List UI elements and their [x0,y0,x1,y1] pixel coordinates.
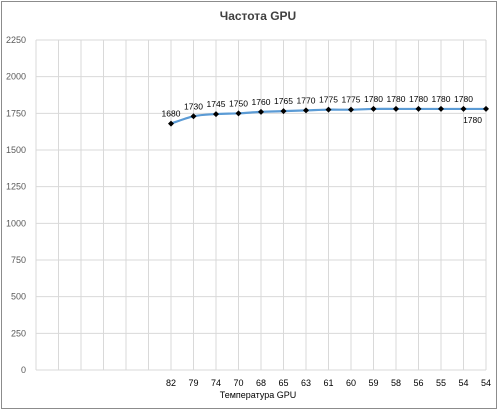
data-point [483,105,489,112]
y-tick-label: 2250 [6,35,26,45]
x-tick-label: 82 [166,378,176,388]
data-label: 1770 [297,95,316,105]
x-axis-label: Температура GPU [220,390,297,400]
y-tick-label: 1500 [6,145,26,155]
data-label: 1780 [387,94,406,104]
x-tick-label: 79 [188,378,198,388]
data-label: 1730 [184,101,203,111]
series-line [168,105,489,127]
y-tick-label: 2000 [6,72,26,82]
x-tick-label: 61 [323,378,333,388]
y-tick-label: 250 [11,328,26,338]
data-label: 1745 [207,99,226,109]
x-tick-label: 54 [458,378,468,388]
y-tick-label: 1000 [6,218,26,228]
data-label: 1680 [162,109,181,119]
data-point [415,105,422,112]
data-label: 1750 [229,98,248,108]
data-point [235,110,242,117]
data-label: 1775 [342,95,361,105]
data-point [190,113,197,120]
data-point [213,111,219,118]
x-tick-label: 56 [413,378,423,388]
data-point [325,106,332,113]
y-tick-label: 0 [21,365,26,375]
data-point [168,120,174,127]
x-tick-label: 54 [481,378,491,388]
data-point [460,105,467,112]
y-tick-labels: 0 250 500 750 1000 1250 1500 1750 2000 2250 [6,35,26,375]
data-point [258,108,264,115]
data-point [348,106,354,113]
y-tick-label: 500 [11,292,26,302]
x-tick-labels: 82 79 74 70 68 65 63 61 60 59 58 56 55 54 54 [166,378,491,388]
x-tick-label: 60 [346,378,356,388]
x-tick-label: 70 [233,378,243,388]
x-tick-label: 68 [256,378,266,388]
chart-title: Частота GPU [220,9,296,23]
data-point [370,105,377,112]
data-label: 1780 [409,94,428,104]
x-tick-label: 63 [301,378,311,388]
data-label: 1775 [319,95,338,105]
data-point [393,105,399,112]
y-tick-label: 1750 [6,108,26,118]
data-label: 1780 [432,94,451,104]
x-tick-label: 58 [391,378,401,388]
data-label: 1780 [364,94,383,104]
y-tick-label: 750 [11,255,26,265]
x-tick-label: 65 [278,378,288,388]
data-label: 1780 [463,115,482,125]
data-label: 1765 [274,96,293,106]
data-point [438,105,444,112]
data-point [280,108,287,115]
data-point [303,107,309,114]
grid [35,39,487,371]
x-tick-label: 55 [436,378,446,388]
data-label: 1780 [454,94,473,104]
data-label: 1760 [252,97,271,107]
x-tick-label: 74 [211,378,221,388]
y-tick-label: 1250 [6,182,26,192]
x-tick-label: 59 [368,378,378,388]
